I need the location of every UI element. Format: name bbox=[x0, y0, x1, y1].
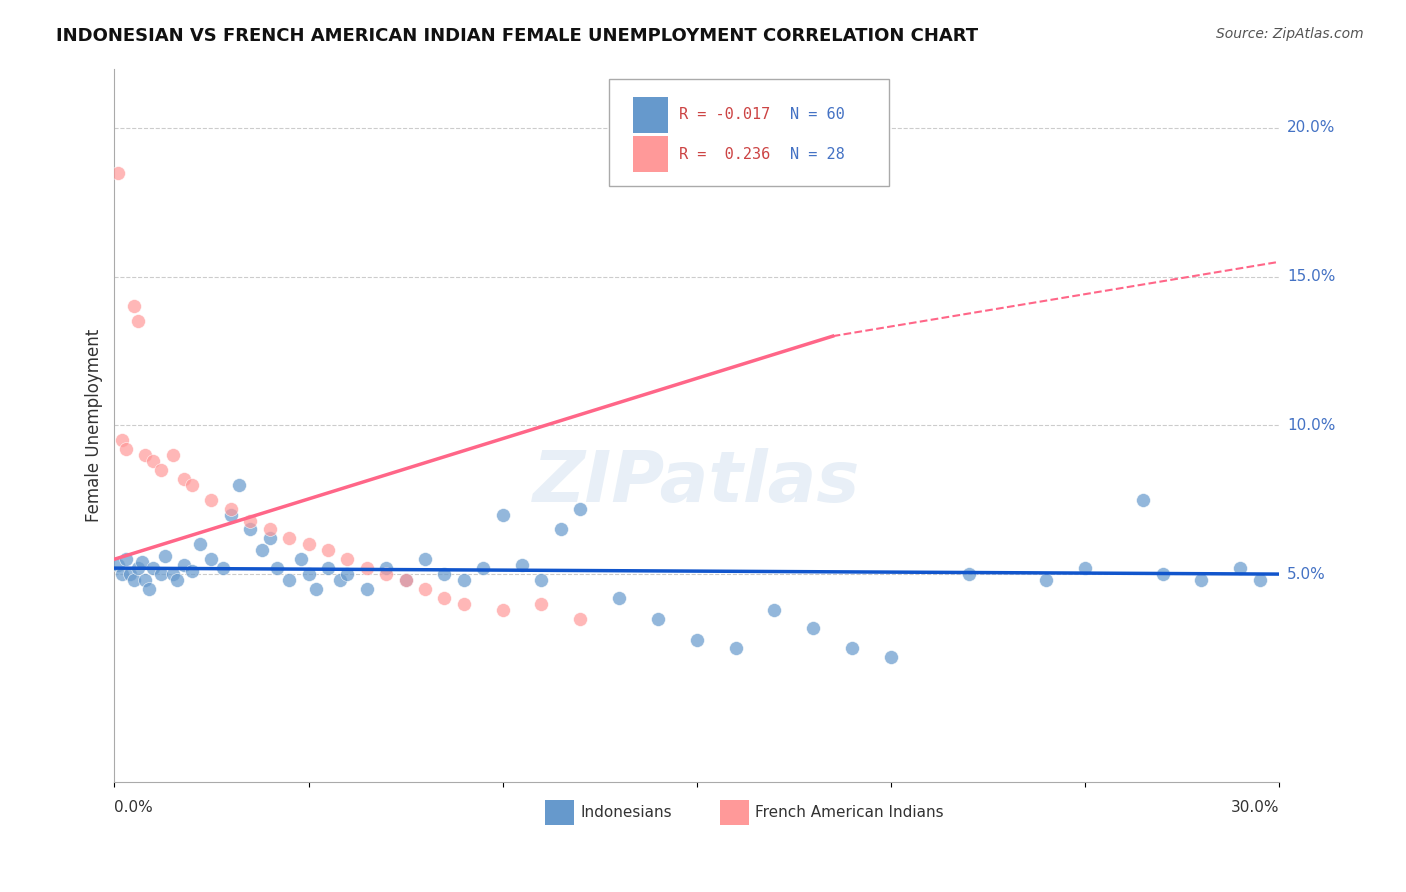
Text: 15.0%: 15.0% bbox=[1286, 269, 1336, 285]
Text: French American Indians: French American Indians bbox=[755, 805, 943, 820]
Bar bbox=[720, 800, 749, 825]
Bar bbox=[546, 800, 575, 825]
Text: ZIPatlas: ZIPatlas bbox=[533, 448, 860, 517]
Text: 5.0%: 5.0% bbox=[1286, 566, 1326, 582]
Text: 20.0%: 20.0% bbox=[1286, 120, 1336, 136]
Text: 0.0%: 0.0% bbox=[114, 800, 153, 815]
Bar bbox=[633, 97, 668, 133]
Text: R =  0.236: R = 0.236 bbox=[679, 146, 770, 161]
Y-axis label: Female Unemployment: Female Unemployment bbox=[86, 329, 103, 522]
FancyBboxPatch shape bbox=[609, 79, 889, 186]
Text: N = 60: N = 60 bbox=[790, 107, 845, 122]
Text: 30.0%: 30.0% bbox=[1230, 800, 1279, 815]
Text: Source: ZipAtlas.com: Source: ZipAtlas.com bbox=[1216, 27, 1364, 41]
Text: Indonesians: Indonesians bbox=[581, 805, 672, 820]
Text: INDONESIAN VS FRENCH AMERICAN INDIAN FEMALE UNEMPLOYMENT CORRELATION CHART: INDONESIAN VS FRENCH AMERICAN INDIAN FEM… bbox=[56, 27, 979, 45]
Bar bbox=[633, 136, 668, 172]
Text: 10.0%: 10.0% bbox=[1286, 417, 1336, 433]
Text: R = -0.017: R = -0.017 bbox=[679, 107, 770, 122]
Text: N = 28: N = 28 bbox=[790, 146, 845, 161]
